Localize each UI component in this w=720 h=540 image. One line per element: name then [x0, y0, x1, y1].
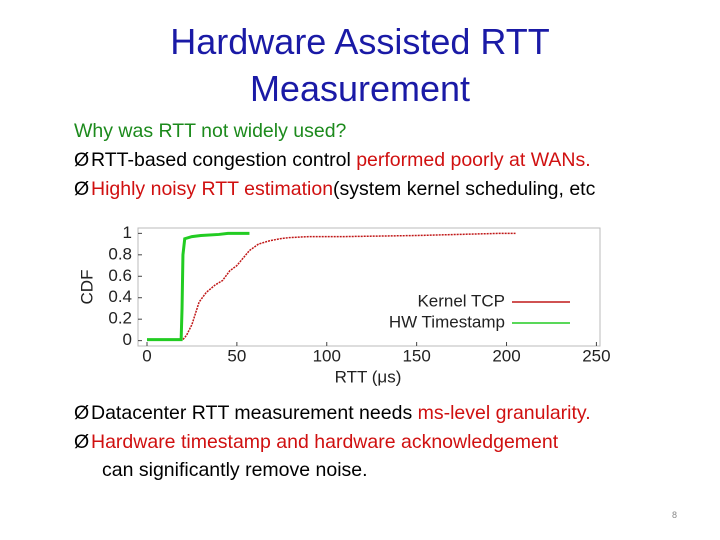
y-tick-label: 0.2	[108, 309, 132, 328]
bullet-text: (system kernel scheduling, etc	[333, 178, 596, 200]
bullet-text: RTT-based congestion control	[91, 149, 357, 171]
bullet-text: can significantly remove noise.	[102, 459, 368, 481]
legend-label: HW Timestamp	[389, 312, 505, 331]
chart: CDF RTT (μs) 0 50 100 150 200 250 0 0.2 0.4 0.6 0.…	[77, 223, 610, 387]
bullet: ØHardware timestamp and hardware acknowl…	[74, 431, 559, 453]
slide-title: Hardware Assisted RTT Measurement	[170, 21, 550, 109]
legend-label: Kernel TCP	[417, 291, 505, 310]
intro: Why was RTT not widely used?	[74, 120, 347, 142]
y-tick-label: 0.8	[108, 244, 132, 263]
y-tick-label: 0	[123, 330, 132, 349]
bullet-highlight: Highly noisy RTT estimation	[91, 178, 334, 200]
x-tick-label: 150	[402, 346, 430, 365]
bullet-highlight: performed poorly at WANs.	[356, 149, 591, 171]
bullet: ØDatacenter RTT measurement needs ms-lev…	[74, 402, 591, 424]
y-tick-label: 0.6	[108, 266, 132, 285]
x-tick-label: 0	[142, 346, 151, 365]
x-tick-label: 50	[227, 346, 246, 365]
bullet-highlight: Hardware timestamp and hardware acknowle…	[91, 431, 559, 453]
plot-frame	[137, 227, 601, 347]
x-tick-label: 200	[492, 346, 520, 365]
series-line	[146, 232, 516, 341]
bullet: ØHighly noisy RTT estimation(system kern…	[74, 178, 596, 200]
y-axis-label: CDF	[77, 270, 96, 305]
bullet-highlight: ms-level granularity.	[417, 402, 591, 424]
x-axis-label: RTT (μs)	[335, 367, 402, 386]
x-tick-label: 100	[313, 346, 341, 365]
y-tick-label: 0.4	[108, 287, 132, 306]
bullet-text: Datacenter RTT measurement needs	[91, 402, 418, 424]
y-tick-label: 1	[123, 223, 132, 242]
series-line	[146, 231, 250, 342]
bullet: ØRTT-based congestion control performed …	[74, 149, 591, 171]
x-tick-label: 250	[582, 346, 610, 365]
page-number: 8	[672, 510, 678, 520]
